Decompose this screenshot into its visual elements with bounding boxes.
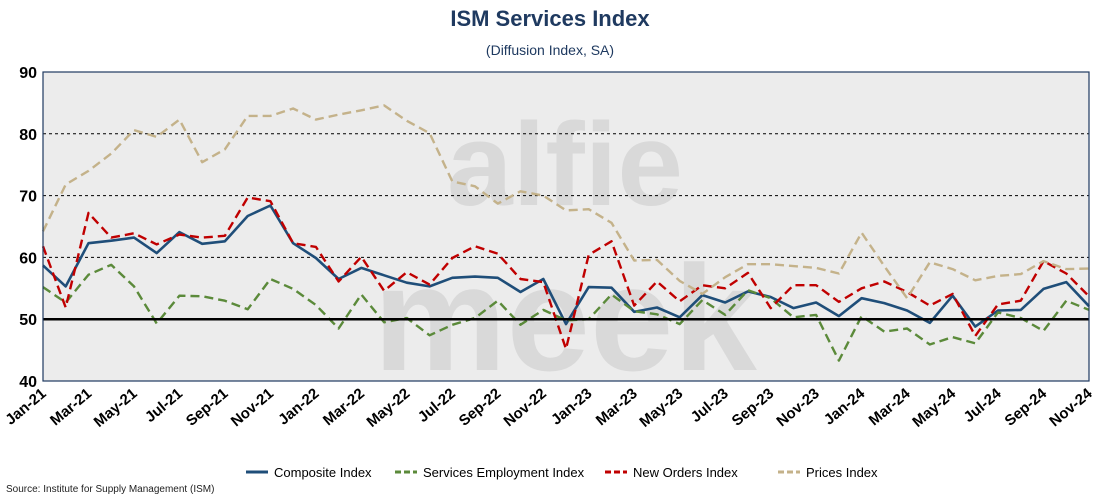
x-tick-label: May-21 bbox=[91, 385, 141, 431]
y-tick-label: 90 bbox=[19, 65, 37, 82]
legend-label: Services Employment Index bbox=[423, 465, 585, 480]
x-tick-label: Sep-21 bbox=[183, 385, 232, 430]
x-tick-label: Jan-22 bbox=[275, 385, 322, 429]
chart-subtitle: (Diffusion Index, SA) bbox=[485, 42, 615, 58]
x-tick-label: Jan-21 bbox=[2, 385, 49, 429]
series-line-composite-index bbox=[42, 204, 1090, 328]
x-tick-label: Mar-21 bbox=[47, 385, 95, 429]
chart-source: Source: Institute for Supply Management … bbox=[6, 484, 215, 495]
y-tick-label: 50 bbox=[19, 312, 37, 329]
legend-item: Services Employment Index bbox=[395, 465, 585, 480]
x-tick-label: Nov-23 bbox=[773, 385, 822, 430]
x-tick-label: Nov-21 bbox=[228, 385, 277, 430]
x-tick-label: May-24 bbox=[909, 385, 959, 431]
legend-item: Composite Index bbox=[246, 465, 372, 480]
legend-item: Prices Index bbox=[778, 465, 878, 480]
x-tick-label: Nov-24 bbox=[1046, 385, 1096, 431]
series-line-new-orders-index bbox=[41, 196, 1090, 351]
legend-label: Prices Index bbox=[806, 465, 878, 480]
x-tick-label: Jul-24 bbox=[960, 385, 1005, 426]
y-tick-label: 80 bbox=[19, 127, 37, 144]
y-tick-label: 70 bbox=[19, 189, 37, 206]
legend-label: Composite Index bbox=[274, 465, 372, 480]
x-tick-label: Jul-21 bbox=[142, 385, 186, 426]
y-tick-label: 40 bbox=[19, 374, 37, 391]
legend-item: New Orders Index bbox=[605, 465, 738, 480]
series-line-prices-index bbox=[41, 104, 1090, 300]
legend-label: New Orders Index bbox=[633, 465, 738, 480]
x-tick-label: Sep-24 bbox=[1001, 385, 1050, 430]
x-tick-label: Jan-24 bbox=[821, 385, 869, 429]
watermark-line-1: alfie bbox=[447, 99, 683, 231]
plot-border bbox=[42, 71, 1090, 382]
chart-title: ISM Services Index bbox=[450, 6, 650, 31]
x-tick-label: Mar-24 bbox=[866, 385, 914, 430]
plot-area bbox=[43, 72, 1089, 381]
x-tick-label: Mar-22 bbox=[320, 385, 368, 429]
y-tick-label: 60 bbox=[19, 250, 37, 267]
